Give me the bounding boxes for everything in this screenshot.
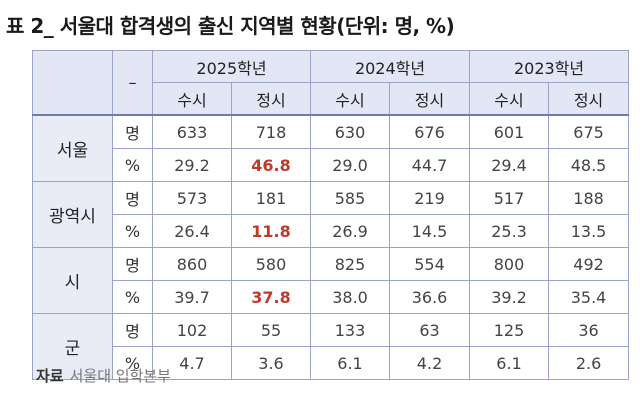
count-cell: 601	[469, 114, 550, 149]
unit-label: 명	[112, 114, 153, 149]
pct-cell: 25.3	[469, 214, 550, 248]
unit-label: %	[112, 214, 153, 248]
count-cell: 63	[389, 313, 471, 347]
unit-label: %	[112, 148, 153, 182]
count-cell: 36	[548, 313, 630, 347]
count-cell: 633	[152, 114, 232, 149]
table-title: 표 2_ 서울대 합격생의 출신 지역별 현황(단위: 명, %)	[6, 14, 455, 38]
table-row: % 4.7 3.6 6.1 4.2 6.1 2.6	[33, 346, 630, 380]
pct-cell: 29.0	[310, 148, 391, 182]
pct-cell: 14.5	[389, 214, 471, 248]
pct-cell: 35.4	[548, 280, 630, 314]
corner-dash: –	[112, 50, 153, 116]
unit-label: 명	[112, 247, 153, 281]
pct-cell: 29.4	[469, 148, 550, 182]
pct-cell: 6.1	[310, 346, 391, 380]
pct-cell: 44.7	[389, 148, 471, 182]
pct-cell: 38.0	[310, 280, 391, 314]
count-cell: 554	[389, 247, 471, 281]
source-label: 자료	[36, 367, 64, 385]
admissions-table: – 2025학년 2024학년 2023학년 수시 정시 수시 정시 수시 정시…	[32, 50, 630, 380]
pct-cell: 13.5	[548, 214, 630, 248]
count-cell: 580	[230, 247, 312, 281]
pct-cell: 48.5	[548, 148, 630, 182]
count-cell: 573	[152, 181, 232, 215]
pct-cell: 29.2	[152, 148, 232, 182]
pct-cell: 39.7	[152, 280, 232, 314]
unit-label: 명	[112, 313, 153, 347]
count-cell: 676	[389, 114, 471, 149]
sub-header: 수시	[469, 82, 550, 116]
sub-header: 수시	[152, 82, 232, 116]
table-row: % 39.7 37.8 38.0 36.6 39.2 35.4	[33, 280, 630, 314]
pct-cell-highlight: 37.8	[230, 280, 312, 314]
region-label: 군	[32, 313, 113, 380]
year-header-2023: 2023학년	[469, 50, 630, 83]
count-cell: 133	[310, 313, 391, 347]
pct-cell: 26.4	[152, 214, 232, 248]
count-cell: 492	[548, 247, 630, 281]
pct-cell-highlight: 46.8	[230, 148, 312, 182]
corner-cell	[32, 50, 113, 116]
pct-cell: 2.6	[548, 346, 630, 380]
count-cell: 517	[469, 181, 550, 215]
table-row: 군 명 102 55 133 63 125 36	[32, 313, 630, 380]
pct-cell: 3.6	[230, 346, 312, 380]
year-header-2024: 2024학년	[310, 50, 471, 83]
pct-cell: 4.7	[152, 346, 232, 380]
region-label: 시	[32, 247, 113, 314]
table-row: 광역시 명 573 181 585 219 517 188	[32, 181, 630, 248]
region-label: 서울	[32, 114, 113, 182]
pct-cell: 6.1	[469, 346, 550, 380]
pct-cell: 4.2	[389, 346, 471, 380]
count-cell: 219	[389, 181, 471, 215]
pct-cell: 36.6	[389, 280, 471, 314]
table-row: % 26.4 11.8 26.9 14.5 25.3 13.5	[33, 214, 630, 248]
count-cell: 102	[152, 313, 232, 347]
count-cell: 800	[469, 247, 550, 281]
count-cell: 860	[152, 247, 232, 281]
pct-cell-highlight: 11.8	[230, 214, 312, 248]
source-text: 서울대 입학본부	[69, 367, 171, 385]
table-row: 서울 명 633 718 630 676 601 675	[32, 114, 630, 182]
pct-cell: 26.9	[310, 214, 391, 248]
region-label: 광역시	[32, 181, 113, 248]
count-cell: 188	[548, 181, 630, 215]
sub-header: 수시	[310, 82, 391, 116]
count-cell: 585	[310, 181, 391, 215]
count-cell: 675	[548, 114, 630, 149]
source-note: 자료 서울대 입학본부	[36, 364, 171, 388]
unit-label: %	[112, 280, 153, 314]
count-cell: 55	[230, 313, 312, 347]
table-row: 시 명 860 580 825 554 800 492	[32, 247, 630, 314]
count-cell: 125	[469, 313, 550, 347]
unit-label: 명	[112, 181, 153, 215]
sub-header: 정시	[548, 82, 630, 116]
table-row: % 29.2 46.8 29.0 44.7 29.4 48.5	[33, 148, 630, 182]
count-cell: 630	[310, 114, 391, 149]
pct-cell: 39.2	[469, 280, 550, 314]
count-cell: 181	[230, 181, 312, 215]
sub-header: 정시	[389, 82, 471, 116]
sub-header: 정시	[230, 82, 312, 116]
count-cell: 718	[230, 114, 312, 149]
count-cell: 825	[310, 247, 391, 281]
year-header-2025: 2025학년	[151, 50, 312, 83]
